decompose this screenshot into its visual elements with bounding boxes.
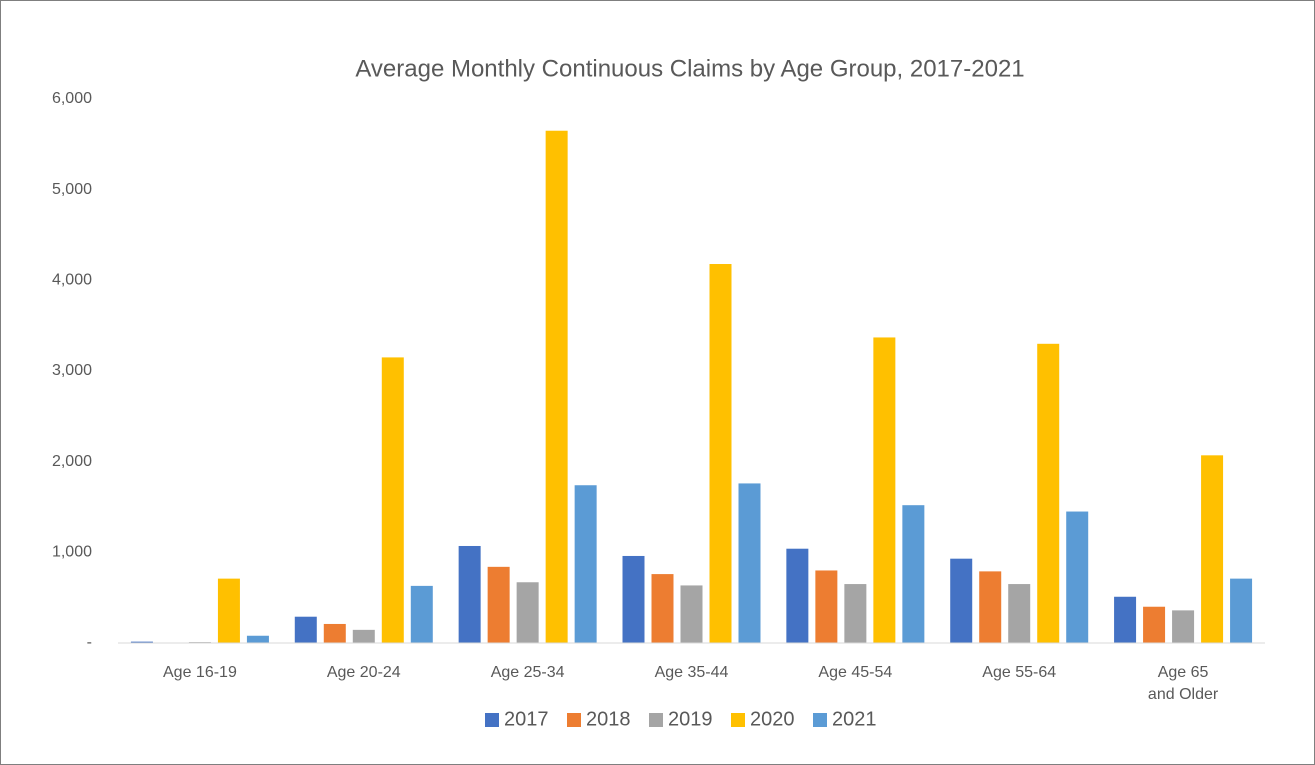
y-tick-label: 1,000 — [52, 544, 92, 561]
bar — [352, 629, 375, 643]
x-tick-label: Age 25-34 — [490, 664, 565, 681]
bar — [738, 483, 761, 643]
bar — [1066, 511, 1089, 643]
y-tick-label: 5,000 — [52, 181, 92, 198]
bar — [950, 558, 973, 643]
legend-label: 2019 — [668, 708, 713, 730]
x-tick-label: Age 55-64 — [982, 664, 1057, 681]
y-tick-label: - — [87, 634, 92, 651]
bar — [786, 548, 809, 643]
legend-label: 2017 — [504, 708, 549, 730]
bar — [487, 566, 510, 643]
bar — [1172, 610, 1195, 643]
legend-label: 2020 — [750, 708, 795, 730]
bar — [294, 616, 317, 643]
y-tick-label: 4,000 — [52, 272, 92, 289]
bar — [844, 584, 867, 643]
bar — [545, 130, 568, 643]
bar — [1230, 578, 1253, 643]
bar — [902, 505, 925, 643]
bar — [217, 578, 240, 643]
bar — [873, 337, 896, 643]
bar — [1143, 606, 1166, 643]
bar — [1114, 596, 1137, 643]
chart-title: Average Monthly Continuous Claims by Age… — [355, 55, 1024, 82]
x-tick-label: Age 45-54 — [818, 664, 893, 681]
bar — [130, 641, 153, 643]
legend-swatch — [731, 713, 745, 727]
y-tick-label: 3,000 — [52, 362, 92, 379]
bar — [246, 635, 269, 643]
x-tick-label: Age 16-19 — [163, 664, 237, 681]
bar — [574, 485, 597, 643]
bar — [709, 264, 732, 643]
bar — [680, 585, 703, 643]
x-tick-label: Age 20-24 — [326, 664, 401, 681]
legend-label: 2021 — [832, 708, 877, 730]
bar — [1201, 455, 1224, 643]
bar — [622, 555, 645, 643]
legend-swatch — [649, 713, 663, 727]
bar — [815, 570, 838, 643]
legend-swatch — [567, 713, 581, 727]
bar — [1008, 584, 1031, 643]
bar — [979, 571, 1002, 643]
legend-label: 2018 — [586, 708, 631, 730]
bar — [651, 574, 674, 643]
y-tick-label: 2,000 — [52, 453, 92, 470]
bar — [1037, 343, 1060, 643]
legend-swatch — [485, 713, 499, 727]
legend-swatch — [813, 713, 827, 727]
bar — [381, 357, 404, 643]
y-tick-label: 6,000 — [52, 90, 92, 107]
bar — [458, 545, 481, 643]
x-tick-label: Age 65 and Older — [1147, 664, 1219, 703]
bar — [410, 585, 433, 643]
bar — [516, 582, 539, 643]
bar — [323, 623, 346, 643]
x-tick-label: Age 35-44 — [654, 664, 729, 681]
